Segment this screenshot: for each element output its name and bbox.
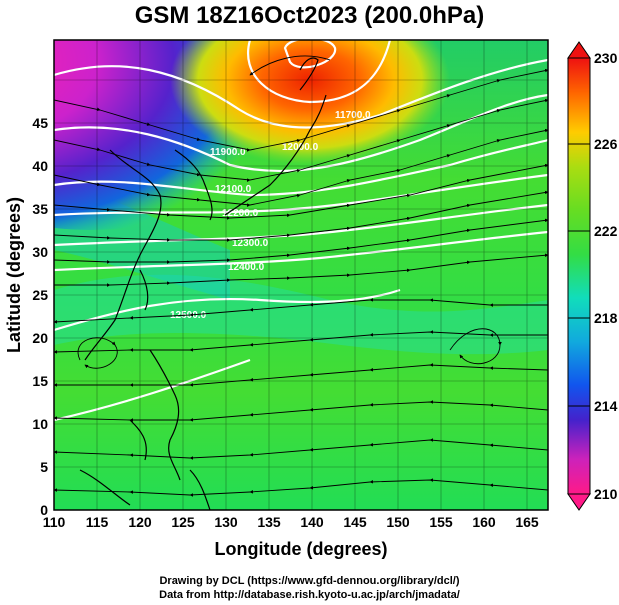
y-tick-label: 5 — [40, 459, 48, 475]
colorbar-label: 218 — [594, 310, 618, 326]
x-tick-label: 140 — [300, 514, 324, 530]
x-tick-label: 120 — [128, 514, 152, 530]
colorbar-label: 226 — [594, 136, 618, 152]
contour-label: 11900.0 — [210, 147, 246, 158]
colorbar-top-arrow — [567, 41, 591, 59]
y-tick-label: 10 — [32, 416, 48, 432]
y-tick-label: 15 — [32, 373, 48, 389]
map-title: GSM 18Z16Oct2023 (200.0hPa) — [134, 2, 485, 29]
contour-label: 12400.0 — [228, 262, 265, 273]
x-tick-label: 145 — [343, 514, 367, 530]
y-tick-label: 35 — [32, 201, 48, 217]
wind-streamlines — [54, 55, 548, 497]
x-tick-label: 160 — [472, 514, 496, 530]
colorbar-label: 222 — [594, 223, 618, 239]
map-plot: 11700.0 11900.0 12000.0 12100.0 12200.0 … — [54, 40, 548, 510]
colorbar-bottom-arrow — [567, 493, 591, 511]
x-tick-label: 110 — [43, 514, 66, 530]
credit-drawing: Drawing by DCL (https://www.gfd-dennou.o… — [159, 575, 460, 587]
x-tick-label: 165 — [515, 514, 539, 530]
y-tick-label: 20 — [32, 330, 48, 346]
colorbar-label: 214 — [594, 398, 618, 414]
y-tick-label: 0 — [40, 502, 48, 518]
colorbar: 230 226 222 218 214 210 — [567, 41, 618, 511]
y-axis: 0 5 10 15 20 25 30 35 40 45 — [32, 115, 48, 518]
y-tick-label: 25 — [32, 287, 48, 303]
x-tick-label: 135 — [257, 514, 281, 530]
y-tick-label: 45 — [32, 115, 48, 131]
contour-label: 12100.0 — [215, 184, 252, 195]
x-axis: 110 115 120 125 130 135 140 145 150 155 … — [43, 514, 539, 530]
colorbar-label: 210 — [594, 486, 618, 502]
credit-data: Data from http://database.rish.kyoto-u.a… — [159, 589, 460, 601]
y-tick-label: 40 — [32, 158, 48, 174]
colorbar-scale — [567, 57, 591, 495]
x-axis-label: Longitude (degrees) — [214, 539, 387, 559]
high-height-region — [170, 40, 450, 165]
y-axis-label: Latitude (degrees) — [4, 197, 24, 353]
contour-label: 11700.0 — [335, 110, 371, 121]
x-tick-label: 125 — [171, 514, 195, 530]
x-tick-label: 130 — [214, 514, 238, 530]
x-tick-label: 115 — [86, 514, 109, 530]
map-frame — [53, 39, 549, 511]
x-tick-label: 150 — [386, 514, 410, 530]
colorbar-label: 230 — [594, 50, 618, 66]
x-tick-label: 155 — [429, 514, 453, 530]
y-tick-label: 30 — [32, 244, 48, 260]
